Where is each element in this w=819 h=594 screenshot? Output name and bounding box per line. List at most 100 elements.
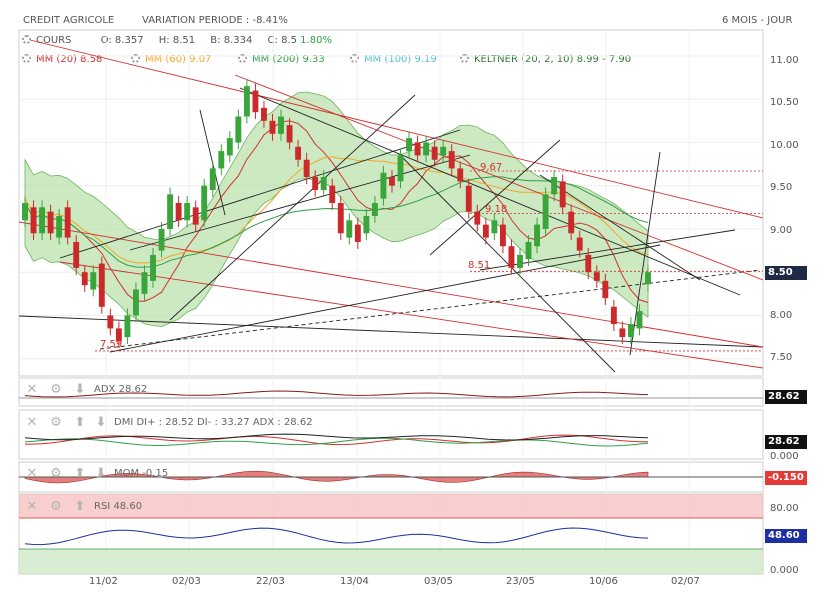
arrow-down-icon[interactable]: ⬇ xyxy=(74,382,86,397)
candle xyxy=(22,203,28,221)
ma200-legend[interactable]: MM (200) 9.33 xyxy=(238,54,325,65)
candle xyxy=(645,272,651,285)
candle xyxy=(150,254,156,281)
trend-line xyxy=(239,87,741,296)
dmi-axis-bottom: 0.000 xyxy=(770,451,799,462)
open-value: 8.357 xyxy=(114,35,144,46)
gear-icon[interactable] xyxy=(131,54,140,63)
close-icon[interactable]: ✕ xyxy=(26,382,38,397)
candle xyxy=(218,151,225,169)
x-tick-label: 02/07 xyxy=(671,576,700,587)
mom-label: MOM -0.15 xyxy=(114,468,169,479)
close-icon[interactable]: ✕ xyxy=(26,466,38,481)
close-value: 8.5 xyxy=(281,35,297,46)
ma200-line xyxy=(24,176,649,268)
close-icon[interactable]: ✕ xyxy=(26,415,38,430)
trend-line xyxy=(429,139,561,256)
gear-icon[interactable] xyxy=(22,54,31,63)
arrow-down-icon[interactable]: ⬇ xyxy=(95,415,107,430)
y-tick-label: 10.50 xyxy=(770,97,799,108)
candle xyxy=(354,224,361,242)
high-value: 8.51 xyxy=(172,35,196,46)
arrow-up-icon[interactable]: ⬆ xyxy=(74,415,86,430)
gear-icon[interactable]: ⚙ xyxy=(50,499,62,514)
candle xyxy=(363,215,370,234)
period-selector[interactable]: 6 MOIS - JOUR xyxy=(722,15,793,26)
gear-icon[interactable]: ⚙ xyxy=(50,415,62,430)
gear-icon[interactable]: ⚙ xyxy=(50,382,62,397)
candle xyxy=(602,280,609,299)
gear-icon[interactable] xyxy=(350,54,359,63)
gear-icon[interactable] xyxy=(460,54,469,63)
candle xyxy=(337,203,344,234)
candle xyxy=(184,203,191,221)
candle xyxy=(593,272,600,281)
candle xyxy=(423,142,430,156)
ma20-label: MM (20) xyxy=(36,54,77,65)
ma100-legend[interactable]: MM (100) 9.19 xyxy=(350,54,437,65)
rsi-axis-bottom: 0.000 xyxy=(770,565,799,576)
level-label: 9.18 xyxy=(485,204,508,215)
low-value: 8.334 xyxy=(223,35,253,46)
candle xyxy=(517,254,523,268)
trend-line xyxy=(539,174,701,281)
ma20-legend[interactable]: MM (20) 8.58 xyxy=(22,54,102,65)
candle xyxy=(295,146,302,160)
candle xyxy=(474,211,481,225)
trend-line xyxy=(109,244,661,353)
y-tick-label: 9.50 xyxy=(770,182,793,193)
candle xyxy=(39,207,46,234)
candle xyxy=(619,328,626,338)
keltner-band xyxy=(24,91,649,328)
candle xyxy=(389,177,395,186)
candle xyxy=(542,194,549,229)
keltner-legend[interactable]: KELTNER (20, 2, 10) 8.99 - 7.90 xyxy=(460,54,631,65)
ma60-legend[interactable]: MM (60) 9.07 xyxy=(131,54,211,65)
candle xyxy=(397,155,404,182)
close-icon[interactable]: ✕ xyxy=(26,499,38,514)
candle xyxy=(47,211,54,234)
candle xyxy=(482,224,489,238)
candle xyxy=(610,306,617,325)
candle xyxy=(192,207,199,225)
dmi-value-tag: 28.62 xyxy=(765,435,807,449)
candle xyxy=(508,246,515,268)
trend-line xyxy=(234,74,764,281)
candle xyxy=(499,224,506,247)
stock-name: CREDIT AGRICOLE xyxy=(23,15,115,26)
adx-panel-frame xyxy=(18,377,764,407)
candle xyxy=(312,177,319,191)
y-tick-label: 7.50 xyxy=(770,352,793,363)
gear-icon[interactable] xyxy=(238,54,247,63)
arrow-up-icon[interactable]: ⬆ xyxy=(74,499,86,514)
ma100-value: 9.19 xyxy=(414,54,437,65)
candle xyxy=(406,138,412,152)
gear-icon[interactable] xyxy=(22,35,31,44)
rsi-axis-top: 80.00 xyxy=(770,503,799,514)
keltner-value: 8.99 - 7.90 xyxy=(576,54,632,65)
arrow-up-icon[interactable]: ⬆ xyxy=(74,466,86,481)
candle xyxy=(371,203,378,216)
rsi-line xyxy=(24,527,649,546)
rsi-overbought-zone xyxy=(19,494,763,518)
candle xyxy=(414,142,421,156)
candle xyxy=(320,177,327,191)
candle xyxy=(568,211,575,234)
dmi-adx-line xyxy=(24,433,649,441)
candle xyxy=(551,177,558,195)
candle xyxy=(64,207,71,238)
candle xyxy=(98,263,105,307)
candle xyxy=(56,215,63,238)
change-value: 1.80% xyxy=(300,35,332,46)
trend-line xyxy=(18,315,764,348)
arrow-down-icon[interactable]: ⬇ xyxy=(95,466,107,481)
candle xyxy=(73,241,80,268)
gear-icon[interactable]: ⚙ xyxy=(50,466,62,481)
candle xyxy=(167,194,174,229)
ma20-line xyxy=(24,120,649,303)
ma100-label: MM (100) xyxy=(364,54,412,65)
candle xyxy=(226,138,233,156)
candle xyxy=(209,168,216,191)
candle xyxy=(286,125,293,143)
